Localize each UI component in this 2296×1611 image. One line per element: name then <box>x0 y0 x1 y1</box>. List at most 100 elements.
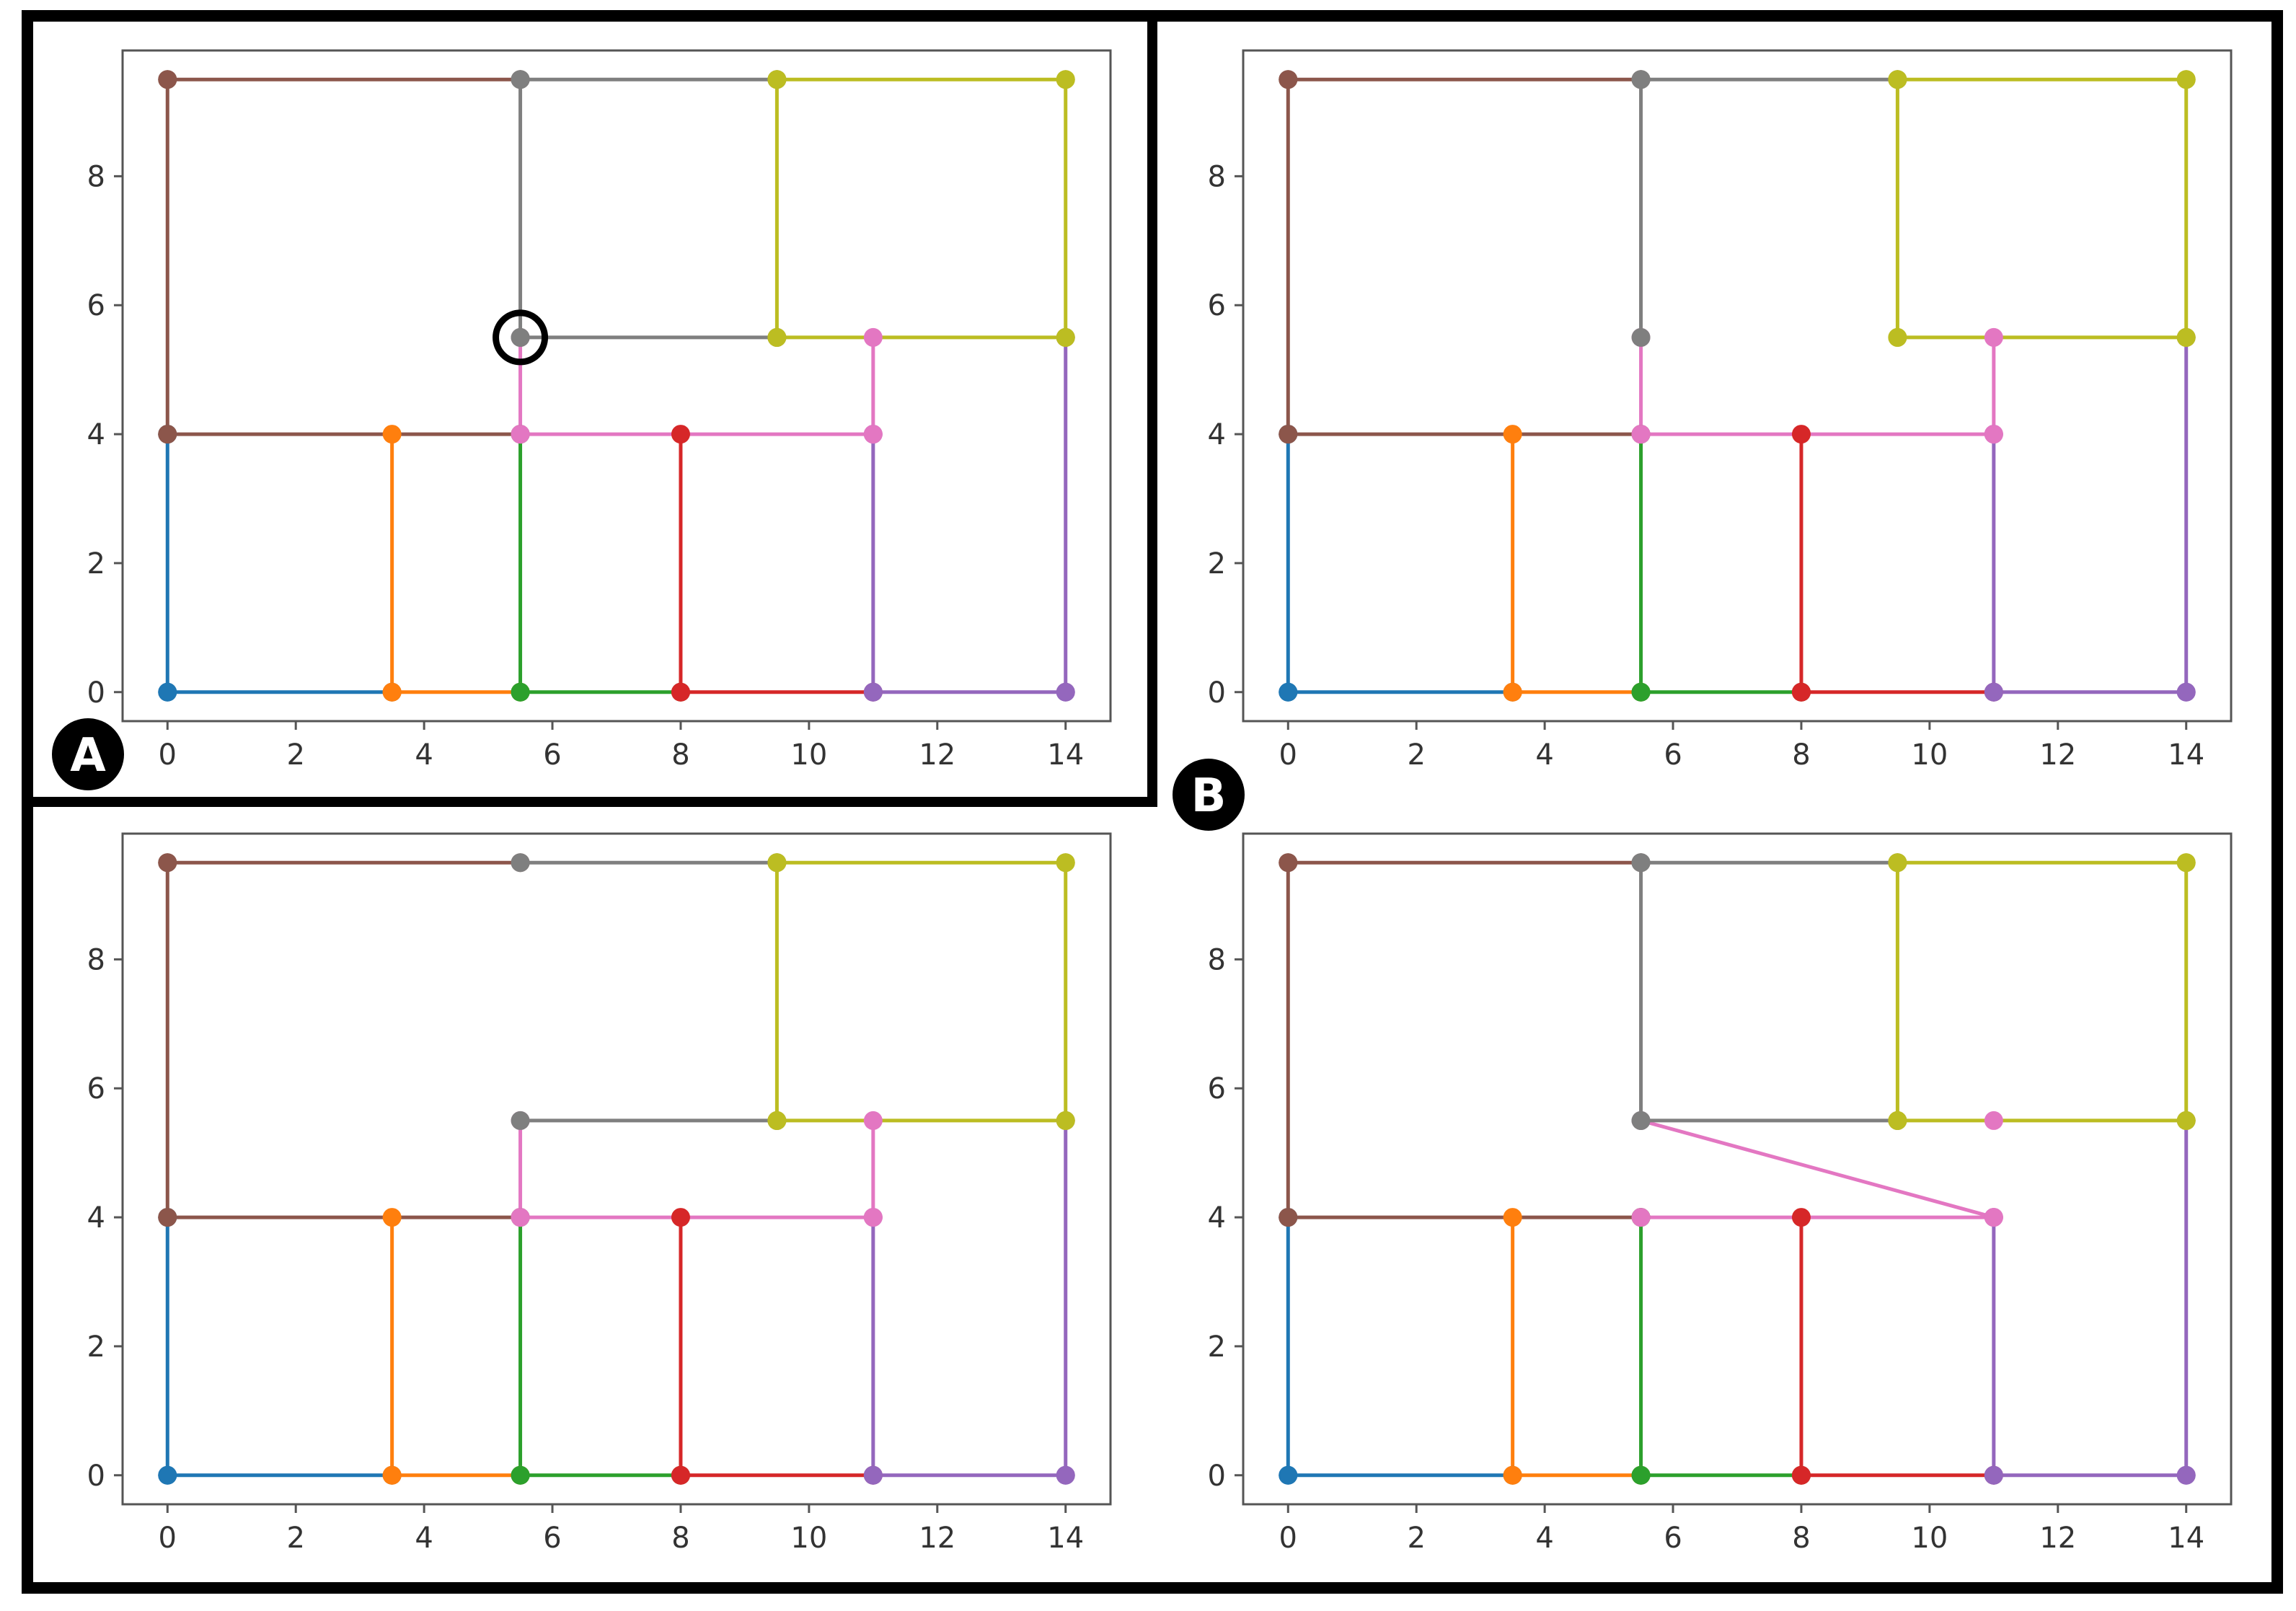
data-point-red <box>671 425 690 444</box>
data-point-pink <box>863 1111 883 1130</box>
x-tick-label: 8 <box>1792 1522 1810 1555</box>
data-point-olive <box>2176 853 2196 873</box>
x-tick-label: 8 <box>671 1522 689 1555</box>
frames-layer <box>22 10 2283 1594</box>
series-markers <box>158 853 1075 1485</box>
y-tick-label: 4 <box>1208 1201 1226 1235</box>
data-point-brown <box>1279 853 1298 873</box>
x-tick-label: 2 <box>1407 738 1425 772</box>
data-point-orange <box>1503 682 1522 702</box>
data-point-pink <box>863 327 883 347</box>
y-tick-label: 4 <box>87 418 105 451</box>
data-point-purple <box>1056 682 1075 702</box>
data-point-olive <box>1888 70 1907 89</box>
x-tick-label: 12 <box>2039 1522 2076 1555</box>
x-tick-label: 2 <box>286 1522 304 1555</box>
data-point-blue <box>1279 682 1298 702</box>
data-point-olive <box>2176 327 2196 347</box>
data-point-pink <box>1984 1208 2003 1227</box>
data-point-purple <box>1984 682 2003 702</box>
x-tick-label: 2 <box>286 738 304 772</box>
badge-a-label: A <box>70 729 106 782</box>
y-tick-label: 4 <box>87 1201 105 1235</box>
x-tick-label: 12 <box>919 1522 955 1555</box>
y-tick-label: 0 <box>1208 676 1226 710</box>
data-point-red <box>1791 1465 1811 1485</box>
data-point-red <box>1791 1208 1811 1227</box>
y-tick-label: 2 <box>87 1330 105 1364</box>
data-point-olive <box>1056 1111 1075 1130</box>
data-point-olive <box>2176 70 2196 89</box>
data-point-orange <box>382 1208 402 1227</box>
y-tick-label: 6 <box>1208 1072 1226 1105</box>
data-point-brown <box>158 1208 177 1227</box>
data-point-green <box>511 682 530 702</box>
x-tick-label: 12 <box>919 738 955 772</box>
panel-a-frame <box>22 11 1157 807</box>
series-lines <box>1286 860 2189 1478</box>
data-point-purple <box>1056 1465 1075 1485</box>
series-line-pink <box>1639 1118 1996 1219</box>
highlight-circle <box>493 309 549 366</box>
data-point-olive <box>1888 327 1907 347</box>
x-tick-label: 10 <box>1911 1522 1948 1555</box>
y-tick-label: 8 <box>87 943 105 976</box>
data-point-brown <box>158 70 177 89</box>
data-point-brown <box>1279 70 1298 89</box>
y-tick-label: 2 <box>87 547 105 581</box>
series-lines <box>1286 77 2189 694</box>
x-tick-label: 4 <box>415 738 433 772</box>
data-point-pink <box>863 425 883 444</box>
data-point-pink <box>1631 1208 1651 1227</box>
data-point-olive <box>767 327 787 347</box>
y-tick-label: 6 <box>1208 289 1226 322</box>
y-tick-label: 0 <box>87 676 105 710</box>
data-point-brown <box>158 425 177 444</box>
data-point-blue <box>158 682 177 702</box>
x-tick-label: 2 <box>1407 1522 1425 1555</box>
chart-panel-bottom-left: 0 2 4 6 8 10 12 14 0 2 4 6 8 <box>87 832 1112 1555</box>
data-point-pink <box>511 1208 530 1227</box>
x-tick-label: 14 <box>1047 738 1084 772</box>
x-tick-label: 4 <box>1535 738 1553 772</box>
data-point-pink <box>1984 1111 2003 1130</box>
data-point-gray <box>1631 853 1651 873</box>
series-markers <box>158 70 1075 702</box>
y-tick-label: 6 <box>87 289 105 322</box>
badge-b-circle <box>1173 759 1245 831</box>
x-tick-label: 8 <box>671 738 689 772</box>
data-point-purple <box>2176 682 2196 702</box>
data-point-olive <box>1056 853 1075 873</box>
data-point-olive <box>767 70 787 89</box>
data-point-olive <box>1888 853 1907 873</box>
data-point-purple <box>863 1465 883 1485</box>
y-tick-label: 2 <box>1208 547 1226 581</box>
x-tick-label: 8 <box>1792 738 1810 772</box>
y-tick-label: 8 <box>1208 943 1226 976</box>
data-point-gray <box>511 70 530 89</box>
data-point-red <box>1791 682 1811 702</box>
y-tick-label: 6 <box>87 1072 105 1105</box>
x-tick-label: 6 <box>543 738 561 772</box>
data-point-purple <box>2176 1465 2196 1485</box>
x-tick-label: 14 <box>2168 1522 2204 1555</box>
y-tick-label: 0 <box>87 1460 105 1493</box>
data-point-pink <box>863 1208 883 1227</box>
x-tick-label: 14 <box>1047 1522 1084 1555</box>
x-tick-label: 4 <box>1535 1522 1553 1555</box>
badge-a: A <box>52 718 124 790</box>
data-point-gray <box>1631 1111 1651 1130</box>
badge-b: B <box>1173 759 1245 831</box>
series-lines <box>165 77 1068 694</box>
x-tick-label: 14 <box>2168 738 2204 772</box>
series-markers <box>1279 853 2196 1485</box>
data-point-gray <box>511 1111 530 1130</box>
data-point-gray <box>511 853 530 873</box>
x-tick-label: 0 <box>1279 1522 1297 1555</box>
chart-panel-top-right: 0 2 4 6 8 10 12 14 0 2 4 6 8 <box>1208 49 2233 772</box>
data-point-olive <box>767 1111 787 1130</box>
data-point-olive <box>1056 327 1075 347</box>
x-tick-label: 10 <box>1911 738 1948 772</box>
plot-area-border <box>121 49 1112 723</box>
